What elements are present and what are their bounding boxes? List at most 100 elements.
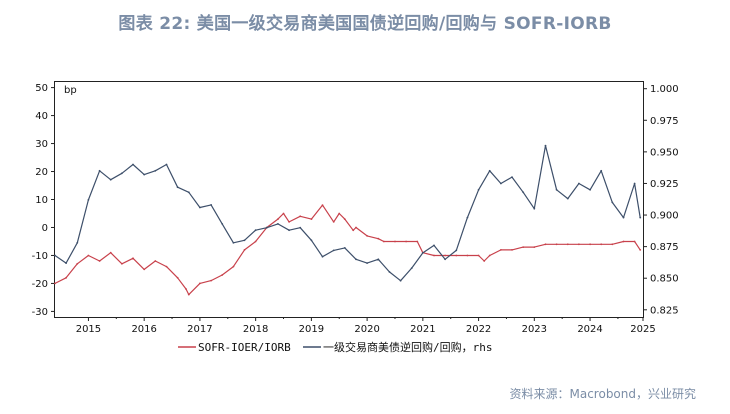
data-point-repo-ratio [176, 186, 179, 189]
data-point-sofr-iorb [511, 249, 513, 251]
data-point-repo-ratio [187, 191, 190, 194]
data-point-repo-ratio [444, 258, 446, 261]
x-tick-label: 2023 [522, 324, 547, 335]
data-point-sofr-iorb [98, 260, 101, 262]
data-point-repo-ratio [399, 279, 402, 282]
data-point-repo-ratio [254, 229, 257, 232]
data-point-sofr-iorb [633, 240, 636, 243]
data-point-sofr-iorb [405, 240, 407, 243]
left-tick-label: 40 [35, 111, 48, 122]
data-point-repo-ratio [511, 176, 513, 179]
data-point-sofr-iorb [600, 243, 603, 246]
data-point-sofr-iorb [455, 254, 458, 257]
data-point-repo-ratio [522, 191, 525, 194]
data-point-sofr-iorb [185, 288, 187, 290]
legend: SOFR-IOER/IORB 一级交易商美债逆回购/回购，rhs [178, 340, 493, 354]
data-point-sofr-iorb [54, 282, 56, 285]
data-point-sofr-iorb [533, 246, 536, 249]
left-tick-label: 20 [35, 167, 48, 178]
left-axis-unit: bp [64, 85, 77, 96]
left-tick-label: 30 [35, 139, 48, 150]
data-point-sofr-iorb [382, 240, 385, 243]
x-axis: 2015 2016 2017 2018 2019 2020 2021 2022 2023 2024… [76, 317, 656, 335]
left-tick-label: 10 [35, 195, 48, 206]
data-point-repo-ratio [277, 223, 279, 225]
data-point-sofr-iorb [544, 243, 547, 246]
data-point-repo-ratio [221, 223, 224, 225]
data-point-repo-ratio [639, 216, 642, 219]
data-point-repo-ratio [76, 241, 79, 244]
data-point-sofr-iorb [165, 265, 168, 268]
data-point-repo-ratio [121, 172, 123, 175]
right-tick-label: 0.975 [650, 116, 679, 127]
data-point-sofr-iorb [377, 237, 380, 240]
right-tick-label: 0.925 [650, 179, 679, 190]
data-point-repo-ratio [421, 252, 424, 254]
data-point-repo-ratio [87, 199, 90, 201]
data-point-sofr-iorb [210, 279, 213, 282]
data-point-sofr-iorb [277, 218, 279, 221]
data-point-repo-ratio [533, 207, 536, 210]
data-point-sofr-iorb [416, 240, 419, 243]
data-point-sofr-iorb [522, 246, 525, 249]
data-point-sofr-iorb [132, 257, 134, 260]
data-point-repo-ratio [433, 244, 435, 247]
data-point-sofr-iorb [355, 226, 357, 229]
x-tick-label: 2019 [299, 324, 324, 335]
data-point-repo-ratio [98, 169, 101, 172]
left-tick-label: -20 [32, 279, 48, 290]
data-point-sofr-iorb [444, 254, 446, 257]
data-point-repo-ratio [600, 169, 603, 172]
right-tick-label: 0.950 [650, 147, 679, 158]
data-point-sofr-iorb [143, 268, 146, 271]
right-tick-label: 0.825 [650, 305, 679, 316]
data-point-sofr-iorb [611, 243, 614, 246]
data-point-sofr-iorb [352, 229, 355, 232]
data-point-sofr-iorb [332, 221, 335, 223]
data-point-repo-ratio [109, 178, 112, 181]
data-point-repo-ratio [355, 258, 357, 261]
data-point-sofr-iorb [338, 212, 341, 215]
data-point-repo-ratio [578, 182, 580, 185]
data-point-sofr-iorb [299, 215, 302, 218]
chart-title: 图表 22: 美国一级交易商美国国债逆回购/回购与 SOFR-IORB [118, 14, 612, 34]
data-point-repo-ratio [288, 229, 290, 232]
x-tick-label: 2015 [76, 324, 101, 335]
data-point-repo-ratio [143, 173, 146, 176]
data-point-sofr-iorb [243, 249, 246, 251]
data-point-repo-ratio [500, 182, 502, 185]
x-tick-label: 2021 [410, 324, 435, 335]
data-point-repo-ratio [154, 169, 157, 172]
data-point-repo-ratio [455, 249, 458, 252]
left-axis: 50 40 30 20 10 0 -10 -20 -30 [32, 83, 55, 318]
x-tick-label: 2017 [187, 324, 212, 335]
data-point-sofr-iorb [488, 254, 491, 257]
x-tick-label: 2024 [577, 324, 602, 335]
data-point-repo-ratio [332, 249, 335, 252]
data-point-sofr-iorb [639, 249, 642, 251]
data-point-repo-ratio [566, 197, 569, 200]
data-point-sofr-iorb [187, 293, 190, 296]
data-point-repo-ratio [488, 169, 491, 172]
left-tick-label: 0 [42, 223, 48, 234]
data-point-repo-ratio [210, 204, 213, 206]
data-point-sofr-iorb [154, 260, 157, 262]
data-point-sofr-iorb [288, 221, 290, 223]
data-point-sofr-iorb [282, 212, 285, 215]
left-tick-label: -30 [32, 307, 48, 318]
series-line-sofr-iorb [54, 204, 641, 296]
x-tick-label: 2020 [354, 324, 379, 335]
data-point-sofr-iorb [76, 262, 79, 265]
right-tick-label: 0.850 [650, 274, 679, 285]
data-point-sofr-iorb [555, 243, 558, 246]
data-point-sofr-iorb [321, 204, 324, 207]
legend-label-repo: 一级交易商美债逆回购/回购，rhs [323, 340, 493, 354]
data-point-repo-ratio [199, 206, 201, 209]
data-point-sofr-iorb [109, 251, 112, 254]
right-tick-label: 1.000 [650, 84, 679, 95]
plot-frame [54, 81, 644, 318]
x-tick-label: 2022 [466, 324, 491, 335]
data-point-sofr-iorb [483, 260, 486, 262]
source-note: 资料来源：Macrobond，兴业研究 [509, 387, 697, 401]
